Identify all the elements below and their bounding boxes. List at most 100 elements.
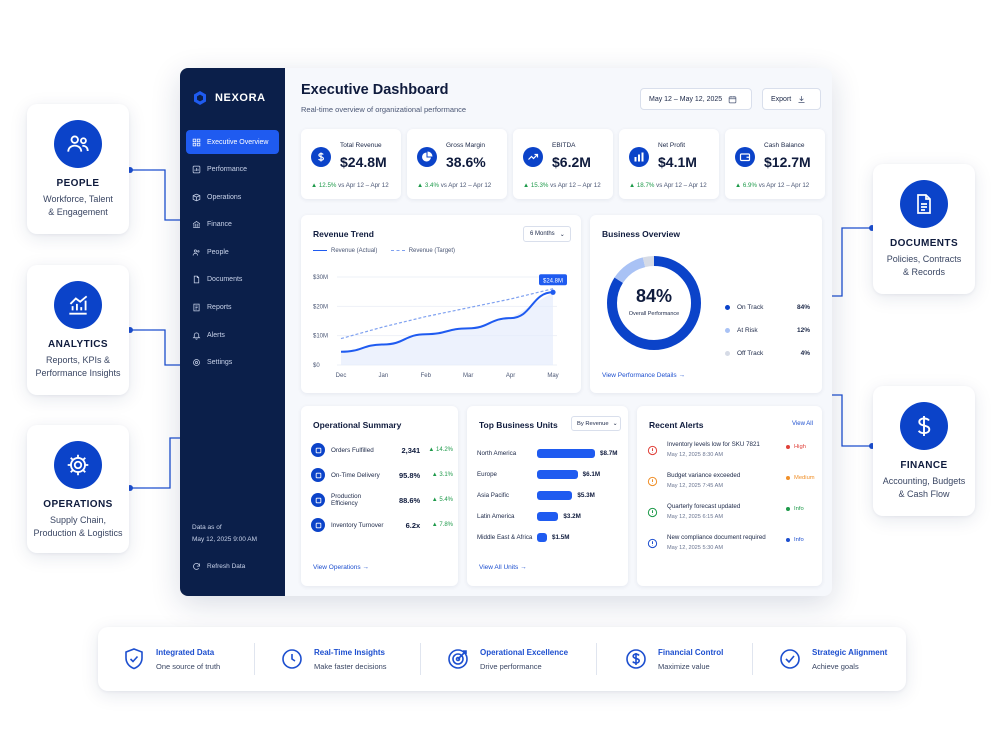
donut-center-value: 84%: [635, 286, 673, 306]
metric-icon: [311, 468, 325, 482]
brand-name: NEXORA: [215, 92, 266, 104]
legend-dot: [725, 305, 730, 310]
sidebar-item-operations[interactable]: Operations: [186, 185, 279, 209]
sidebar-item-label: People: [207, 248, 229, 256]
bank-icon: [192, 221, 201, 229]
sidebar-item-reports[interactable]: Reports: [186, 296, 279, 320]
alert-item[interactable]: Quarterly forecast updated May 12, 2025 6…: [647, 503, 812, 529]
x-tick-label: Mar: [463, 373, 473, 379]
range-select[interactable]: 6 Months ⌄: [523, 226, 571, 242]
ops-metric-row[interactable]: Inventory Turnover 6.2x ▲ 7.8%: [311, 516, 453, 534]
calendar-icon: [647, 505, 659, 518]
divider: [596, 643, 597, 675]
kpi-card-gross-margin[interactable]: Gross Margin 38.6% ▲ 3.4% vs Apr 12 – Ap…: [407, 129, 507, 199]
business-unit-row[interactable]: North America $8.7M: [477, 447, 627, 459]
people-card[interactable]: PEOPLE Workforce, Talent & Engagement: [27, 104, 129, 234]
alert-item[interactable]: Inventory levels low for SKU 7821 May 12,…: [647, 441, 812, 467]
donut-center-label: Overall Performance: [628, 311, 680, 317]
kpi-card-cash-balance[interactable]: Cash Balance $12.7M ▲ 6.9% vs Apr 12 – A…: [725, 129, 825, 199]
legend-target-swatch: [390, 249, 405, 251]
view-all-alerts-link[interactable]: View All: [792, 421, 813, 427]
kpi-card-net-profit[interactable]: Net Profit $4.1M ▲ 18.7% vs Apr 12 – Apr…: [619, 129, 719, 199]
unit-name: Europe: [477, 470, 497, 478]
business-unit-row[interactable]: Middle East & Africa $1.5M: [477, 531, 627, 543]
view-all-units-link[interactable]: View All Units →: [479, 564, 527, 571]
target-icon: [448, 649, 468, 669]
brand-logo[interactable]: NEXORA: [192, 90, 266, 106]
actual-area: [341, 292, 553, 365]
divider: [420, 643, 421, 675]
kpi-delta: ▲ 3.4%: [417, 182, 439, 189]
refresh-data-button[interactable]: Refresh Data: [192, 562, 245, 571]
analytics-card[interactable]: ANALYTICS Reports, KPIs & Performance In…: [27, 265, 129, 395]
sidebar-item-executive-overview[interactable]: Executive Overview: [186, 130, 279, 154]
kpi-delta-row: ▲ 6.9% vs Apr 12 – Apr 12: [735, 182, 809, 189]
kpi-card-total-revenue[interactable]: Total Revenue $24.8M ▲ 12.5% vs Apr 12 –…: [301, 129, 401, 199]
finance-card[interactable]: FINANCE Accounting, Budgets & Cash Flow: [873, 386, 975, 516]
analytics-icon: [54, 281, 102, 329]
operations-card[interactable]: OPERATIONS Supply Chain, Production & Lo…: [27, 425, 129, 553]
business-unit-row[interactable]: Asia Pacific $5.3M: [477, 489, 627, 501]
legend-item: Off Track 4%: [725, 350, 810, 357]
alert-time: May 12, 2025 6:15 AM: [667, 514, 723, 520]
unit-value: $5.3M: [577, 491, 595, 499]
unit-name: Latin America: [477, 512, 515, 520]
operational-summary-title: Operational Summary: [313, 420, 402, 430]
clock-icon: [282, 649, 302, 669]
sidebar-item-performance[interactable]: Performance: [186, 158, 279, 182]
view-performance-link[interactable]: View Performance Details →: [602, 372, 685, 379]
kpi-label: Gross Margin: [446, 142, 486, 149]
alert-item[interactable]: Budget variance exceeded May 12, 2025 7:4…: [647, 472, 815, 498]
feature-desc: Achieve goals: [812, 661, 859, 671]
sidebar-item-label: Alerts: [207, 331, 225, 339]
business-unit-row[interactable]: Latin America $3.2M: [477, 510, 627, 522]
people-title: PEOPLE: [56, 178, 100, 189]
settings-icon: [193, 359, 200, 367]
ops-metric-row[interactable]: On-Time Delivery 95.8% ▲ 3.1%: [311, 466, 453, 484]
date-range-picker[interactable]: May 12 – May 12, 2025: [640, 88, 752, 110]
performance-donut: [607, 256, 701, 350]
sidebar-item-settings[interactable]: Settings: [186, 351, 279, 375]
ops-metric-row[interactable]: Orders Fulfilled 2,341 ▲ 14.2%: [311, 441, 453, 459]
revenue-trend-title: Revenue Trend: [313, 229, 374, 239]
kpi-compare: vs Apr 12 – Apr 12: [550, 182, 601, 189]
sort-select[interactable]: By Revenue ⌄: [571, 416, 621, 431]
severity-label: Info: [794, 506, 804, 512]
documents-card[interactable]: DOCUMENTS Policies, Contracts & Records: [873, 164, 975, 294]
kpi-delta-row: ▲ 12.5% vs Apr 12 – Apr 12: [311, 182, 389, 189]
warning-icon: [647, 443, 659, 456]
series-line-actual: [340, 291, 554, 353]
documents-title: DOCUMENTS: [889, 238, 959, 249]
sidebar-item-finance[interactable]: Finance: [186, 213, 279, 237]
ops-metric-row[interactable]: Production Efficiency 88.6% ▲ 5.4%: [311, 491, 453, 509]
metric-value: 88.6%: [398, 495, 421, 505]
severity-label: High: [794, 444, 806, 450]
kpi-card-ebitda[interactable]: EBITDA $6.2M ▲ 15.3% vs Apr 12 – Apr 12: [513, 129, 613, 199]
metric-name: Orders Fulfilled: [331, 446, 374, 454]
export-button[interactable]: Export: [762, 88, 821, 110]
alert-item[interactable]: New compliance document required May 12, …: [647, 534, 812, 560]
sync-time: May 12, 2025 9:00 AM: [192, 536, 258, 543]
calendar-icon: [728, 95, 737, 103]
business-unit-row[interactable]: Europe $6.1M: [477, 468, 627, 480]
analytics-desc: Reports, KPIs & Performance Insights: [35, 355, 121, 378]
kpi-delta-row: ▲ 18.7% vs Apr 12 – Apr 12: [629, 182, 707, 189]
grid-icon: [192, 138, 201, 146]
sidebar-item-alerts[interactable]: Alerts: [186, 323, 279, 347]
top-business-units-title: Top Business Units: [479, 420, 558, 430]
operations-title: OPERATIONS: [43, 499, 113, 510]
finance-desc: Accounting, Budgets & Cash Flow: [882, 476, 966, 499]
sidebar-nav: Executive Overview Performance Operation…: [186, 130, 279, 378]
divider: [752, 643, 753, 675]
download-icon: [798, 95, 805, 103]
view-operations-link[interactable]: View Operations →: [313, 564, 369, 571]
legend-actual: Revenue (Actual): [331, 248, 378, 254]
donut-slice: [607, 256, 701, 350]
data-point: [550, 289, 556, 295]
sidebar-item-documents[interactable]: Documents: [186, 268, 279, 292]
unit-name: North America: [477, 449, 517, 457]
unit-bar: [537, 469, 578, 479]
severity-badge: Info: [786, 506, 804, 512]
sidebar-item-people[interactable]: People: [186, 240, 279, 264]
range-value: 6 Months: [530, 231, 555, 237]
